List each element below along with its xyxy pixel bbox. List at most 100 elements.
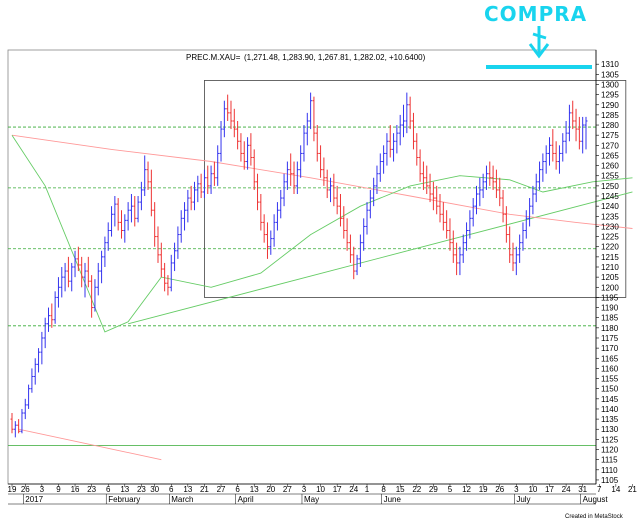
price-bar — [50, 303, 54, 328]
month-label: August — [583, 495, 609, 504]
chart-header: PREC.M.XAU= — [186, 53, 241, 62]
price-bar — [56, 277, 60, 308]
y-tick-label: 1255 — [601, 172, 619, 181]
price-bar — [279, 189, 283, 219]
price-bar — [557, 145, 561, 174]
price-bar — [27, 384, 31, 409]
price-bar — [93, 279, 97, 312]
price-bar — [119, 210, 123, 239]
price-bar — [362, 218, 366, 251]
chart-header-values: (1,271.48, 1,283.90, 1,267.81, 1,282.02,… — [244, 53, 426, 62]
price-bar — [265, 222, 269, 259]
price-bar — [372, 177, 376, 207]
x-tick-label: 1 — [365, 485, 370, 494]
price-bar — [491, 165, 495, 190]
x-tick-label: 26 — [21, 485, 30, 494]
x-tick-label: 7 — [597, 485, 602, 494]
y-tick-label: 1185 — [601, 314, 619, 323]
price-bar — [375, 165, 379, 194]
y-tick-label: 1270 — [601, 141, 619, 150]
y-tick-label: 1300 — [601, 80, 619, 89]
x-tick-label: 31 — [578, 485, 587, 494]
price-bar — [13, 421, 17, 438]
y-tick-label: 1150 — [601, 385, 619, 394]
x-tick-label: 23 — [137, 485, 146, 494]
price-bar — [222, 100, 226, 138]
price-bar — [43, 317, 47, 349]
x-tick-label: 16 — [71, 485, 80, 494]
price-bar — [70, 262, 74, 292]
y-tick-label: 1115 — [601, 456, 618, 465]
month-label: May — [304, 495, 319, 504]
price-bar — [199, 173, 203, 199]
y-tick-label: 1155 — [601, 375, 619, 384]
price-bar — [282, 173, 286, 207]
price-bar — [455, 242, 459, 276]
x-tick-label: 13 — [250, 485, 259, 494]
x-tick-label: 27 — [283, 485, 292, 494]
y-tick-label: 1105 — [601, 476, 619, 485]
price-bar — [236, 120, 240, 150]
price-bar — [146, 161, 150, 190]
y-tick-label: 1235 — [601, 212, 619, 221]
y-tick-label: 1260 — [601, 162, 619, 171]
price-bar — [358, 234, 362, 267]
price-bar — [421, 161, 425, 190]
price-bar — [249, 133, 253, 166]
price-bar — [335, 185, 339, 215]
down-arrow-icon — [528, 26, 550, 59]
price-bar — [514, 246, 518, 276]
y-tick-label: 1165 — [601, 354, 619, 363]
price-bar — [398, 114, 402, 146]
price-bar — [96, 262, 100, 296]
price-bar — [33, 358, 37, 385]
price-bar — [73, 250, 77, 278]
price-bar — [113, 196, 117, 227]
price-bar — [315, 125, 319, 162]
x-tick-label: 22 — [412, 485, 421, 494]
y-tick-label: 1265 — [601, 151, 619, 160]
price-bar — [484, 165, 488, 190]
x-tick-label: 27 — [217, 485, 226, 494]
price-bar — [368, 189, 372, 219]
y-tick-label: 1240 — [601, 202, 619, 211]
price-bar — [438, 193, 442, 223]
price-bar — [116, 198, 120, 231]
x-tick-label: 9 — [56, 485, 61, 494]
x-tick-label: 20 — [266, 485, 275, 494]
price-bar — [269, 230, 273, 255]
x-tick-label: 19 — [8, 485, 17, 494]
month-label: April — [238, 495, 254, 504]
price-bar — [322, 157, 326, 186]
price-bar — [129, 193, 133, 223]
price-bar — [40, 331, 44, 365]
price-bar — [219, 120, 223, 162]
price-bar — [342, 206, 346, 239]
x-axis: 19 26 3 9 16 23 6 13 23 30 6 13 21 27 6 13 20 27 3 10 17 24 1 8… — [8, 483, 637, 505]
x-tick-label: 3 — [514, 485, 519, 494]
price-bar — [186, 189, 190, 223]
y-tick-label: 1125 — [601, 435, 619, 444]
price-bar — [392, 133, 396, 162]
price-bar — [305, 112, 309, 146]
price-bar — [206, 165, 210, 194]
price-bar — [584, 116, 588, 150]
price-bar — [83, 262, 87, 298]
x-tick-label: 21 — [200, 485, 209, 494]
price-bar — [80, 256, 84, 288]
price-bar — [46, 307, 50, 332]
x-tick-label: 13 — [120, 485, 129, 494]
x-tick-label: 6 — [235, 485, 240, 494]
price-bar — [242, 141, 246, 170]
price-bar — [302, 125, 306, 162]
price-bar — [567, 104, 571, 142]
price-bar — [10, 413, 14, 434]
price-bar — [461, 234, 465, 263]
price-bar — [408, 96, 412, 130]
y-tick-label: 1200 — [601, 283, 619, 292]
month-label: June — [384, 495, 402, 504]
price-bar — [577, 116, 581, 150]
y-tick-label: 1305 — [601, 70, 619, 79]
x-tick-label: 23 — [87, 485, 96, 494]
